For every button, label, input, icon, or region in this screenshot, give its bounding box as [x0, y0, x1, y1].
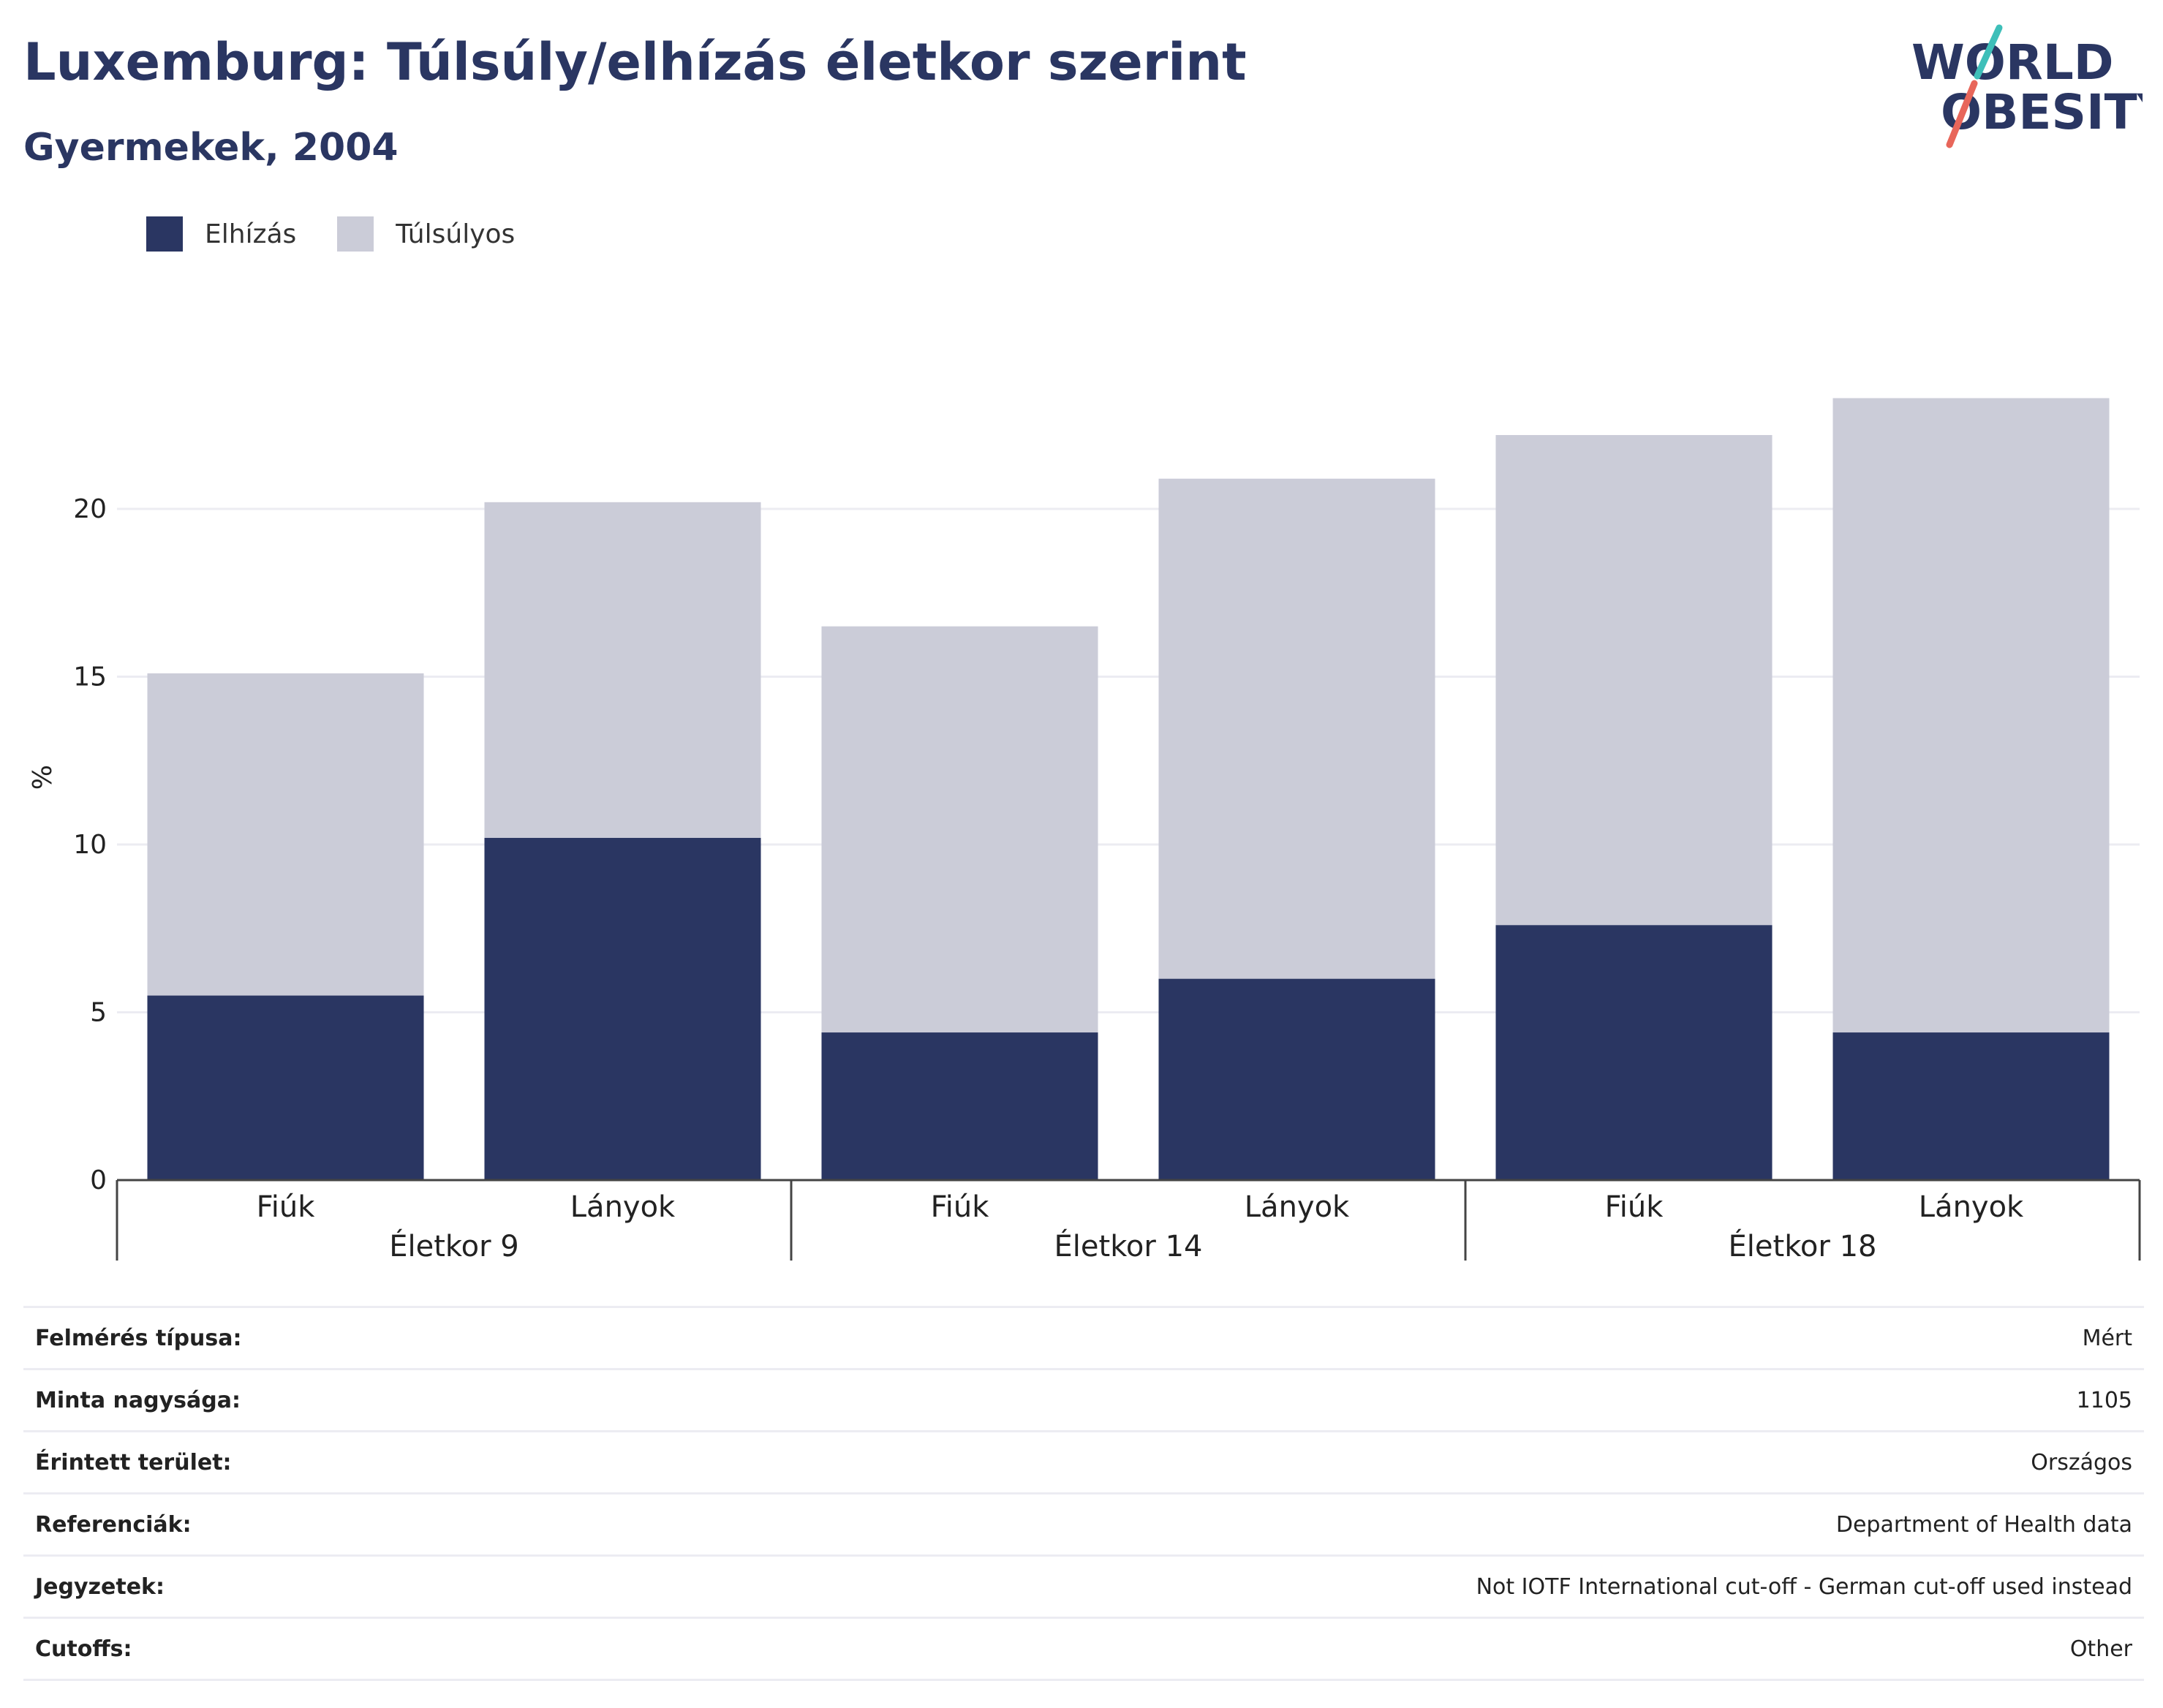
- bar-obesity: [147, 995, 424, 1180]
- info-value: Other: [559, 1617, 2144, 1681]
- chart-legend: Elhízás Túlsúlyos: [146, 216, 515, 252]
- info-label: Cutoffs:: [23, 1617, 560, 1681]
- y-tick-label: 20: [73, 494, 107, 524]
- legend-item-obesity[interactable]: Elhízás: [146, 216, 296, 252]
- bar-chart: 0 5 10 15 20% Fiúk Lányok Fiúk Lányok Fiúk Lányok É…: [28, 398, 2141, 1263]
- info-row: Minta nagysága: 1105: [23, 1368, 2144, 1432]
- y-tick-label: 15: [73, 662, 107, 692]
- info-row: Referenciák: Department of Health data: [23, 1492, 2144, 1556]
- x-group-label: Életkor 14: [1054, 1228, 1203, 1263]
- info-row: Cutoffs: Other: [23, 1617, 2144, 1681]
- x-group-label: Életkor 18: [1729, 1228, 1877, 1263]
- info-label: Jegyzetek:: [23, 1554, 560, 1618]
- info-value: Mért: [559, 1306, 2144, 1369]
- legend-swatch-obesity: [146, 216, 183, 252]
- logo-slash-red: [1946, 80, 1978, 148]
- bar-overweight: [1158, 478, 1435, 979]
- bar-overweight: [1495, 435, 1773, 926]
- info-table: Felmérés típusa: Mért Minta nagysága: 1105 É…: [23, 1306, 2144, 1681]
- info-value: Not IOTF International cut-off - German …: [559, 1554, 2144, 1618]
- info-row: Érintett terület: Országos: [23, 1430, 2144, 1494]
- x-category-label: Lányok: [1245, 1190, 1350, 1224]
- y-tick-label: 10: [73, 830, 107, 860]
- bar-overweight: [821, 626, 1098, 1033]
- x-category-label: Lányok: [570, 1190, 676, 1224]
- info-label: Felmérés típusa:: [23, 1306, 560, 1369]
- y-tick-label: 5: [90, 998, 107, 1028]
- info-row: Jegyzetek: Not IOTF International cut-off…: [23, 1554, 2144, 1618]
- bar-obesity: [1832, 1032, 2110, 1180]
- legend-label-overweight: Túlsúlyos: [396, 219, 516, 249]
- bar-overweight: [484, 502, 761, 838]
- bar-obesity: [1495, 925, 1773, 1180]
- bar-overweight: [1832, 398, 2110, 1033]
- world-obesity-logo: WORLD OBESITY: [1911, 24, 2143, 148]
- x-category-label: Fiúk: [1605, 1190, 1664, 1224]
- logo-slash-teal: [1974, 24, 2003, 80]
- info-label: Referenciák:: [23, 1492, 560, 1556]
- bar-overweight: [147, 673, 424, 996]
- logo-text-obesity: OBESITY: [1941, 84, 2143, 140]
- info-value: Országos: [559, 1430, 2144, 1494]
- bar-obesity: [821, 1032, 1098, 1180]
- legend-swatch-overweight: [337, 216, 374, 252]
- legend-item-overweight[interactable]: Túlsúlyos: [337, 216, 515, 252]
- y-tick-label: 0: [90, 1165, 107, 1195]
- chart-title: Luxemburg: Túlsúly/elhízás életkor szeri…: [23, 32, 1247, 92]
- info-label: Érintett terület:: [23, 1430, 560, 1494]
- info-value: 1105: [559, 1368, 2144, 1432]
- x-category-label: Lányok: [1919, 1190, 2024, 1224]
- bar-obesity: [1158, 978, 1435, 1180]
- y-axis-label: %: [28, 765, 58, 790]
- legend-label-obesity: Elhízás: [205, 219, 297, 249]
- info-label: Minta nagysága:: [23, 1368, 560, 1432]
- info-row: Felmérés típusa: Mért: [23, 1306, 2144, 1369]
- logo-text-world: WORLD: [1911, 34, 2114, 91]
- x-category-label: Fiúk: [257, 1190, 316, 1224]
- x-category-label: Fiúk: [931, 1190, 990, 1224]
- x-group-label: Életkor 9: [389, 1228, 519, 1263]
- info-value: Department of Health data: [559, 1492, 2144, 1556]
- bar-obesity: [484, 837, 761, 1180]
- chart-subtitle: Gyermekek, 2004: [23, 126, 399, 170]
